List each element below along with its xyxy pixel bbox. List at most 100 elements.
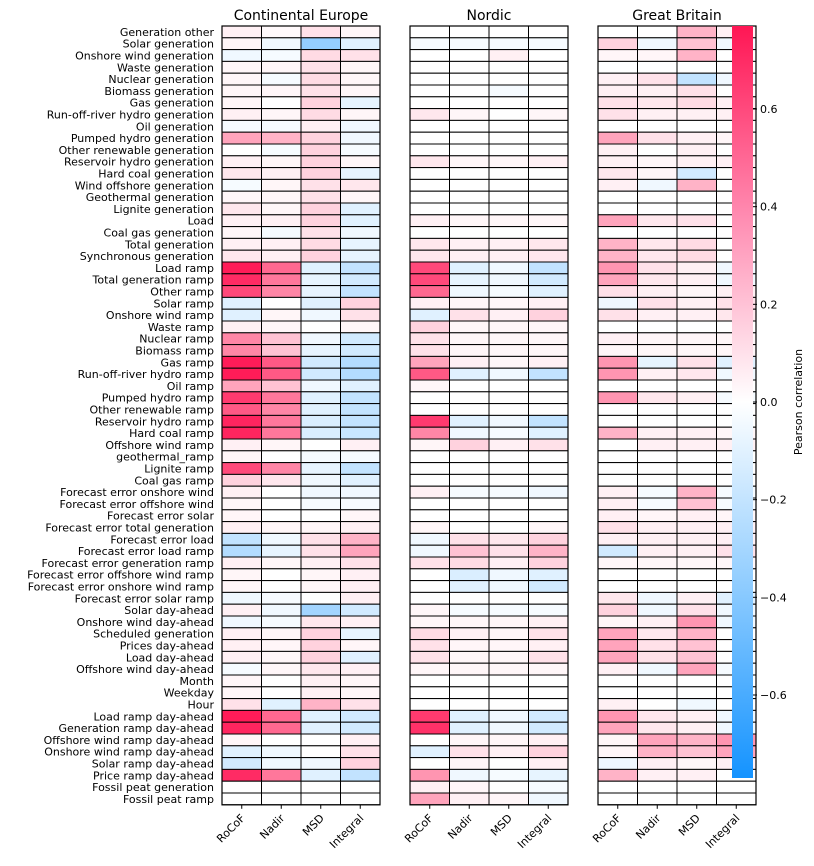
heatmap-cell bbox=[488, 674, 529, 688]
heatmap-cell bbox=[528, 721, 569, 735]
heatmap-cell bbox=[449, 686, 490, 700]
heatmap-cell bbox=[261, 155, 302, 169]
colorbar-tick-label: −0.6 bbox=[760, 689, 787, 702]
heatmap-cell bbox=[340, 650, 381, 664]
heatmap-cell bbox=[597, 603, 638, 617]
heatmap-cell bbox=[597, 108, 638, 121]
heatmap-cell bbox=[637, 84, 678, 98]
heatmap-cell bbox=[340, 709, 381, 723]
row-label: Forecast error offshore wind ramp bbox=[27, 569, 214, 582]
heatmap-cell bbox=[449, 344, 490, 357]
heatmap-cell bbox=[261, 721, 302, 735]
heatmap-cell bbox=[300, 178, 341, 192]
heatmap-cell bbox=[676, 332, 717, 346]
heatmap-cell bbox=[340, 167, 381, 180]
heatmap-cell bbox=[261, 261, 302, 275]
heatmap-cell bbox=[449, 591, 490, 605]
heatmap-cell bbox=[409, 72, 450, 86]
heatmap-cell bbox=[221, 60, 262, 74]
heatmap-cell bbox=[261, 450, 302, 464]
heatmap-cell bbox=[261, 615, 302, 629]
heatmap-cell bbox=[340, 391, 381, 405]
column-label: Nadir bbox=[257, 811, 287, 841]
heatmap-cell bbox=[409, 650, 450, 664]
heatmap-cell bbox=[261, 285, 302, 298]
heatmap-cell bbox=[340, 237, 381, 251]
heatmap-cell bbox=[676, 25, 717, 39]
heatmap-cell bbox=[300, 462, 341, 475]
heatmap-cell bbox=[488, 792, 529, 806]
heatmap-cell bbox=[528, 473, 569, 487]
heatmap-cell bbox=[637, 391, 678, 405]
heatmap-cell bbox=[597, 273, 638, 287]
heatmap-cell bbox=[488, 662, 529, 676]
heatmap-cell bbox=[449, 721, 490, 735]
row-label: Coal gas ramp bbox=[134, 474, 214, 487]
heatmap-cell bbox=[221, 237, 262, 251]
heatmap-cell bbox=[340, 84, 381, 98]
heatmap-cell bbox=[528, 792, 569, 806]
row-label: Biomass generation bbox=[104, 85, 214, 98]
panel: Continental Europe RoCoF Nadir MSD Integral bbox=[214, 8, 381, 851]
heatmap-cell bbox=[300, 190, 341, 204]
heatmap-cell bbox=[597, 462, 638, 475]
heatmap-cell bbox=[488, 627, 529, 641]
heatmap-cell bbox=[637, 155, 678, 169]
heatmap-cell bbox=[637, 237, 678, 251]
heatmap-cell bbox=[676, 237, 717, 251]
heatmap-cell bbox=[528, 521, 569, 534]
heatmap-cell bbox=[528, 367, 569, 381]
heatmap-cell bbox=[528, 25, 569, 39]
row-label: Hour bbox=[188, 699, 215, 712]
heatmap-cell bbox=[449, 603, 490, 617]
heatmap-cell bbox=[409, 96, 450, 110]
heatmap-cell bbox=[449, 745, 490, 759]
heatmap-cell bbox=[676, 391, 717, 405]
heatmap-cell bbox=[488, 37, 529, 51]
heatmap-cell bbox=[597, 285, 638, 298]
heatmap-cell bbox=[528, 72, 569, 86]
heatmap-cell bbox=[221, 556, 262, 570]
heatmap-cell bbox=[340, 521, 381, 534]
heatmap-cell bbox=[409, 462, 450, 475]
heatmap-cell bbox=[261, 178, 302, 192]
heatmap-cell bbox=[449, 544, 490, 558]
heatmap-cell bbox=[221, 332, 262, 346]
heatmap-cell bbox=[261, 674, 302, 688]
heatmap-cell bbox=[409, 320, 450, 334]
heatmap-cell bbox=[676, 485, 717, 499]
heatmap-cell bbox=[340, 296, 381, 310]
row-label: Wind offshore generation bbox=[75, 179, 214, 192]
heatmap-cell bbox=[409, 568, 450, 582]
heatmap-cell bbox=[261, 497, 302, 511]
heatmap-cell bbox=[300, 615, 341, 629]
heatmap-cell bbox=[409, 556, 450, 570]
heatmap-cell bbox=[676, 544, 717, 558]
heatmap-cell bbox=[261, 403, 302, 416]
heatmap-cell bbox=[528, 49, 569, 62]
panel: Great Britain RoCoF Nadir MSD Integral bbox=[590, 8, 757, 851]
row-label: Generation other bbox=[120, 26, 215, 39]
heatmap-cell bbox=[488, 202, 529, 216]
heatmap-cell bbox=[261, 662, 302, 676]
heatmap-cell bbox=[300, 84, 341, 98]
heatmap-cell bbox=[488, 780, 529, 794]
heatmap-cell bbox=[409, 721, 450, 735]
heatmap-cell bbox=[449, 414, 490, 428]
heatmap-cell bbox=[261, 591, 302, 605]
heatmap-cell bbox=[409, 426, 450, 440]
row-label: Total generation ramp bbox=[92, 274, 214, 287]
heatmap-cell bbox=[300, 214, 341, 228]
heatmap-cell bbox=[637, 686, 678, 700]
heatmap-cell bbox=[449, 698, 490, 711]
heatmap-cell bbox=[261, 367, 302, 381]
heatmap-cell bbox=[449, 650, 490, 664]
heatmap-cell bbox=[221, 473, 262, 487]
heatmap-cell bbox=[340, 639, 381, 652]
heatmap-cell bbox=[300, 320, 341, 334]
heatmap-cell bbox=[300, 556, 341, 570]
heatmap-cell bbox=[488, 745, 529, 759]
heatmap-cell bbox=[637, 273, 678, 287]
heatmap-cell bbox=[528, 285, 569, 298]
colorbar-tick-label: −0.2 bbox=[760, 494, 787, 507]
